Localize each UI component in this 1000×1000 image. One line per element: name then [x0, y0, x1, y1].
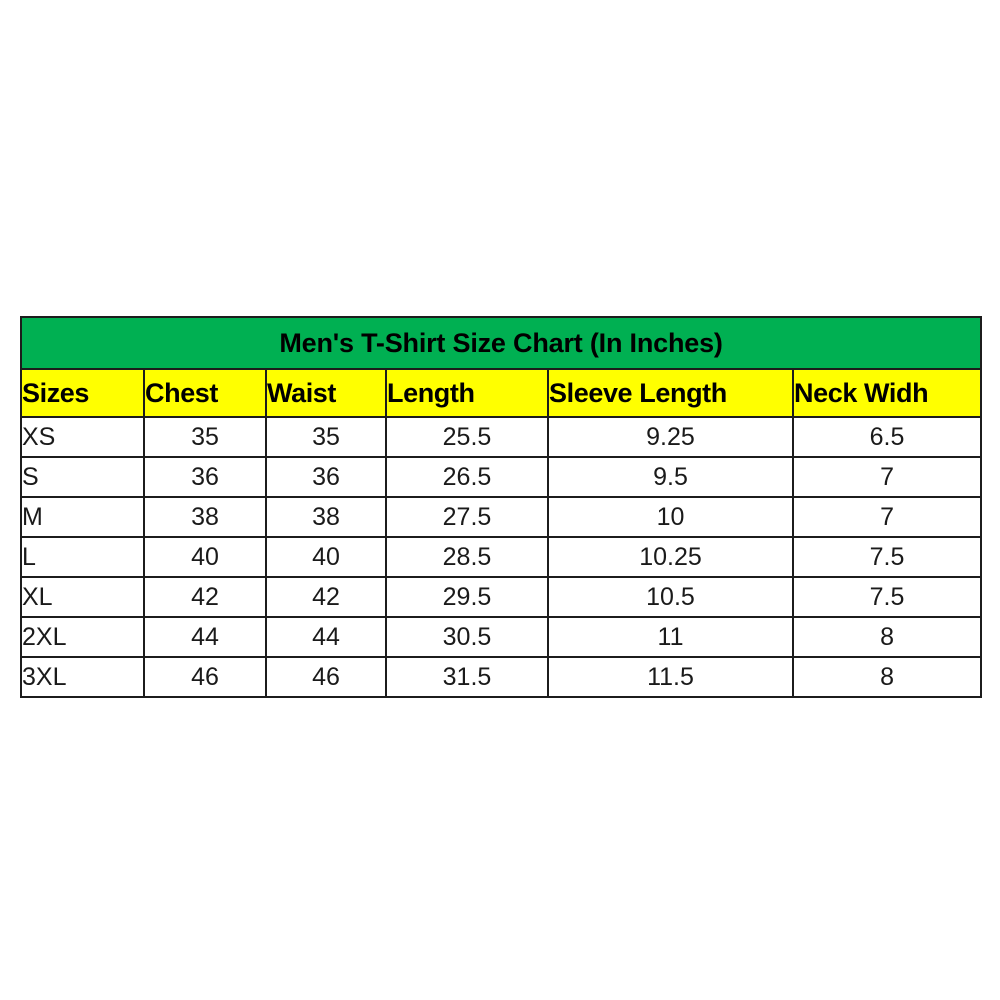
table-row: S 36 36 26.5 9.5 7 — [20, 456, 983, 498]
cell-sleeve: 10 — [547, 496, 794, 538]
cell-chest: 40 — [143, 536, 267, 578]
cell-length: 31.5 — [385, 656, 549, 698]
cell-chest: 42 — [143, 576, 267, 618]
cell-neck: 8 — [791, 616, 983, 658]
cell-length: 27.5 — [385, 496, 549, 538]
cell-waist: 42 — [265, 576, 387, 618]
cell-waist: 40 — [265, 536, 387, 578]
cell-size: L — [20, 536, 145, 578]
cell-chest: 44 — [143, 616, 267, 658]
cell-size: XS — [20, 416, 145, 458]
table-row: 3XL 46 46 31.5 11.5 8 — [20, 656, 983, 698]
column-header-chest: Chest — [143, 368, 267, 418]
column-header-waist: Waist — [265, 368, 387, 418]
column-header-length: Length — [385, 368, 549, 418]
cell-neck: 6.5 — [791, 416, 983, 458]
cell-sleeve: 9.25 — [547, 416, 794, 458]
table-head: Men's T-Shirt Size Chart (In Inches) Siz… — [19, 316, 983, 418]
cell-waist: 35 — [265, 416, 387, 458]
cell-sleeve: 10.25 — [547, 536, 794, 578]
chart-title: Men's T-Shirt Size Chart (In Inches) — [19, 316, 983, 370]
cell-length: 26.5 — [385, 456, 549, 498]
cell-size: XL — [20, 576, 145, 618]
cell-waist: 36 — [265, 456, 387, 498]
title-row: Men's T-Shirt Size Chart (In Inches) — [19, 316, 983, 370]
column-header-sleeve-length: Sleeve Length — [547, 368, 794, 418]
cell-length: 28.5 — [385, 536, 549, 578]
cell-sleeve: 11 — [547, 616, 794, 658]
cell-sleeve: 9.5 — [547, 456, 794, 498]
cell-waist: 46 — [265, 656, 387, 698]
table-body: XS 35 35 25.5 9.25 6.5 S 36 36 26.5 9.5 … — [20, 416, 983, 698]
cell-chest: 46 — [143, 656, 267, 698]
table-row: XL 42 42 29.5 10.5 7.5 — [20, 576, 983, 618]
cell-size: 3XL — [20, 656, 145, 698]
cell-sleeve: 10.5 — [547, 576, 794, 618]
table-row: XS 35 35 25.5 9.25 6.5 — [20, 416, 983, 458]
cell-neck: 7.5 — [791, 536, 983, 578]
column-header-neck-width: Neck Widh — [791, 368, 983, 418]
cell-chest: 36 — [143, 456, 267, 498]
table-row: 2XL 44 44 30.5 11 8 — [20, 616, 983, 658]
cell-chest: 35 — [143, 416, 267, 458]
cell-sleeve: 11.5 — [547, 656, 794, 698]
cell-neck: 7.5 — [791, 576, 983, 618]
cell-length: 25.5 — [385, 416, 549, 458]
cell-size: S — [20, 456, 145, 498]
table-row: L 40 40 28.5 10.25 7.5 — [20, 536, 983, 578]
size-chart-table: Men's T-Shirt Size Chart (In Inches) Siz… — [19, 316, 983, 698]
cell-size: 2XL — [20, 616, 145, 658]
cell-neck: 7 — [791, 456, 983, 498]
cell-chest: 38 — [143, 496, 267, 538]
header-row: Sizes Chest Waist Length Sleeve Length N… — [20, 368, 983, 418]
column-header-sizes: Sizes — [20, 368, 145, 418]
size-chart-container: Men's T-Shirt Size Chart (In Inches) Siz… — [19, 316, 983, 698]
cell-neck: 7 — [791, 496, 983, 538]
cell-length: 30.5 — [385, 616, 549, 658]
cell-waist: 38 — [265, 496, 387, 538]
cell-waist: 44 — [265, 616, 387, 658]
cell-neck: 8 — [791, 656, 983, 698]
cell-size: M — [20, 496, 145, 538]
table-row: M 38 38 27.5 10 7 — [20, 496, 983, 538]
cell-length: 29.5 — [385, 576, 549, 618]
